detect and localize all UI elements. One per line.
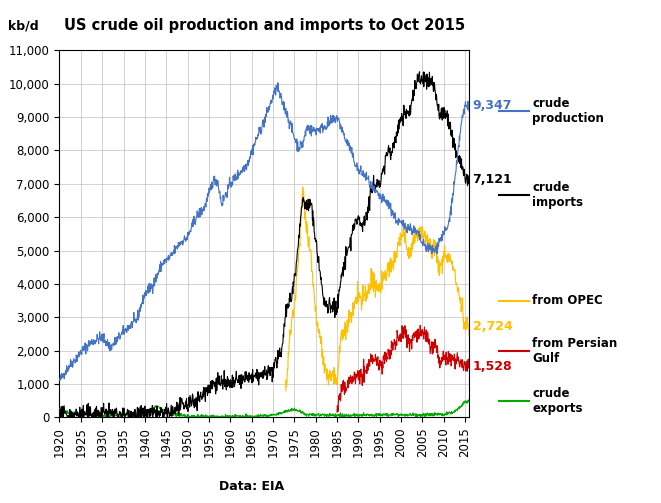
Text: from OPEC: from OPEC — [532, 294, 603, 307]
Text: 1,528: 1,528 — [473, 360, 512, 373]
Text: US crude oil production and imports to Oct 2015: US crude oil production and imports to O… — [64, 18, 465, 33]
Text: crude
production: crude production — [532, 97, 604, 125]
Text: 2,724: 2,724 — [473, 320, 512, 333]
Text: from Persian
Gulf: from Persian Gulf — [532, 337, 617, 365]
Text: Data: EIA: Data: EIA — [219, 480, 284, 493]
Text: 9,347: 9,347 — [473, 99, 512, 112]
Text: crude
imports: crude imports — [532, 181, 583, 209]
Text: kb/d: kb/d — [8, 20, 38, 33]
Text: 7,121: 7,121 — [473, 174, 512, 186]
Text: crude
exports: crude exports — [532, 387, 582, 415]
